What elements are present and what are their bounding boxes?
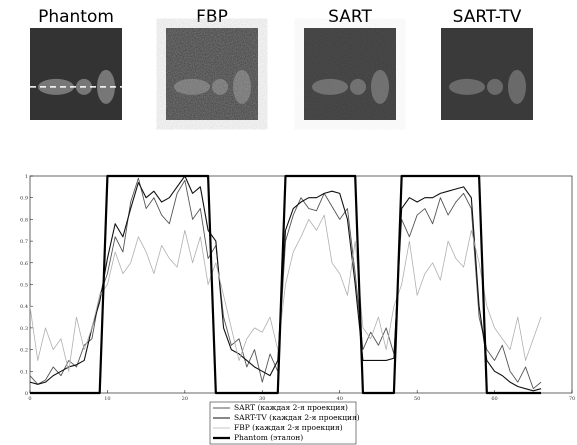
x-tick-label: 70 [569, 396, 575, 402]
noise [304, 28, 396, 120]
panel-title: FBP [196, 7, 228, 27]
panel-title: Phantom [38, 7, 114, 27]
x-tick-label: 40 [337, 396, 343, 402]
blob [508, 70, 526, 104]
y-tick-label: 0.8 [20, 217, 28, 223]
panel-title: SART-TV [453, 7, 522, 27]
y-tick-label: 0.2 [20, 348, 28, 354]
figure: Phantom FBP SART SART-TV 0 0.1 0.2 0.3 0.4 0.5 0.… [0, 0, 577, 445]
y-tick-label: 0.4 [20, 304, 28, 310]
blob [449, 79, 485, 95]
y-tick-label: 0.6 [20, 261, 28, 267]
blob [487, 79, 503, 95]
x-tick-label: 60 [491, 396, 497, 402]
y-tick-label: 0.3 [20, 326, 28, 332]
y-tick-label: 1 [25, 174, 28, 180]
y-tick-label: 0.7 [20, 239, 28, 245]
x-tick-label: 20 [182, 396, 188, 402]
x-tick-label: 30 [259, 396, 265, 402]
legend-label: SART (каждая 2-я проекция) [234, 403, 348, 412]
plot-frame [30, 176, 572, 393]
x-tick-label: 0 [28, 396, 31, 402]
y-tick-label: 0.1 [20, 369, 28, 375]
y-tick-label: 0.9 [20, 196, 28, 202]
x-tick-label: 50 [414, 396, 420, 402]
y-tick-label: 0.5 [20, 283, 28, 289]
legend-label: Phantom (эталон) [234, 433, 303, 442]
image-panels: Phantom FBP SART SART-TV [30, 7, 533, 120]
x-tick-label: 10 [104, 396, 110, 402]
noise [166, 28, 258, 120]
legend-label: FBP (каждая 2-я проекция) [234, 423, 343, 432]
legend-label: SART-TV (каждая 2-я проекция) [234, 413, 360, 422]
panel-title: SART [328, 7, 372, 27]
